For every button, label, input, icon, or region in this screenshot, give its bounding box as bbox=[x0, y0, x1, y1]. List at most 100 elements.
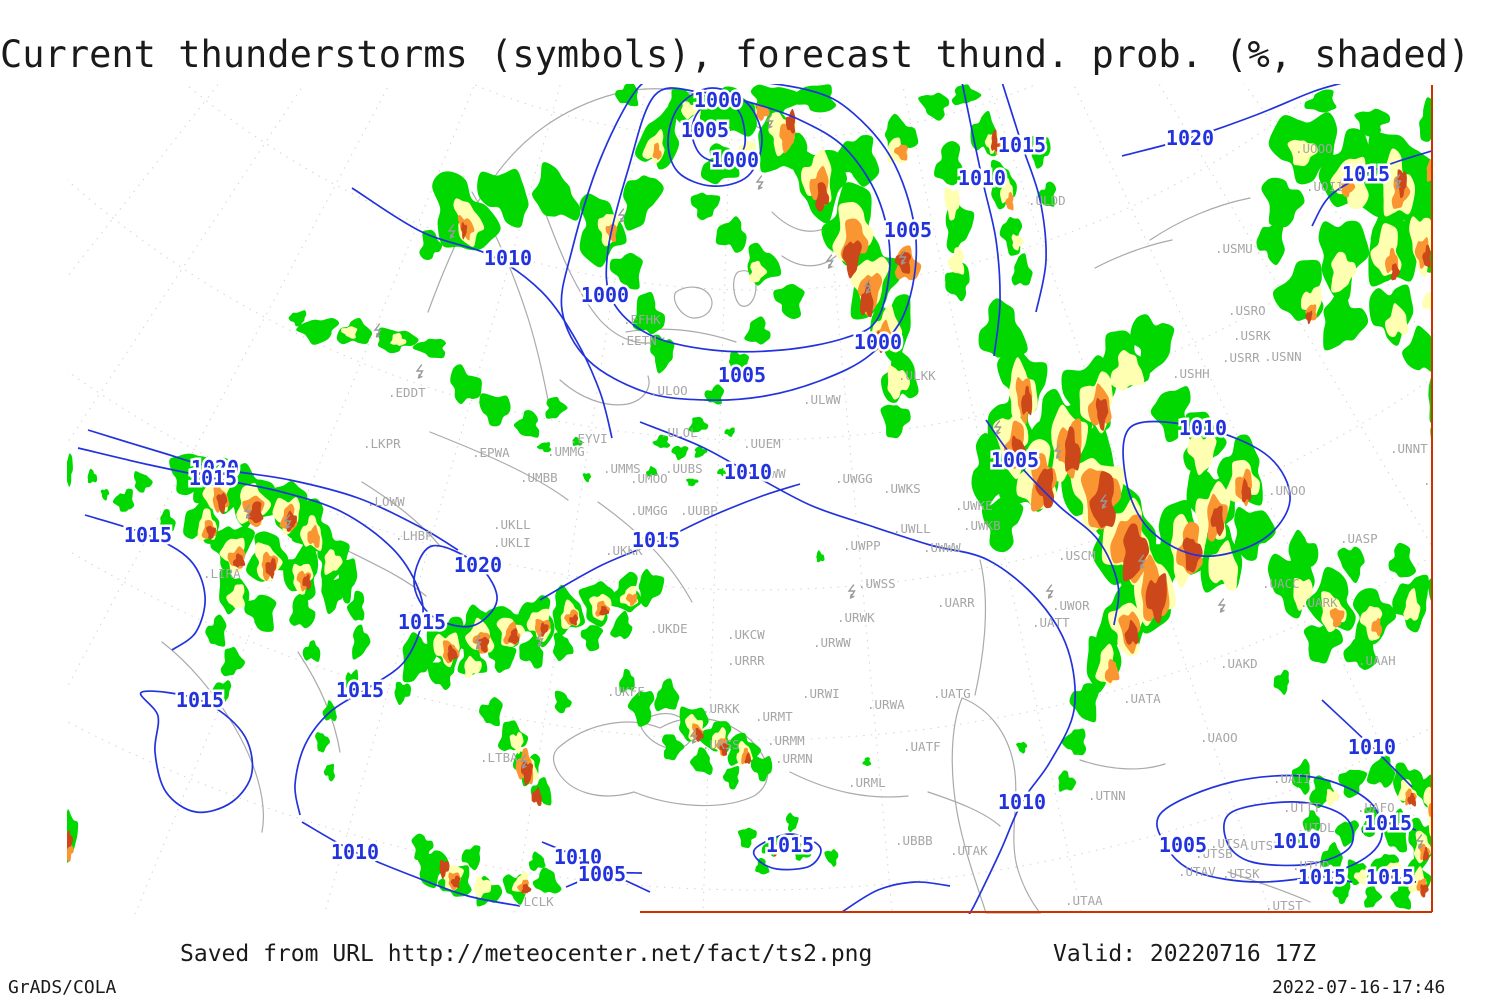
footer-grads-cola: GrADS/COLA bbox=[8, 977, 117, 998]
caption-source-url: Saved from URL http://meteocenter.net/fa… bbox=[180, 941, 873, 967]
isobar-value: 1015 bbox=[336, 678, 384, 702]
station-id: .URWK bbox=[837, 610, 875, 625]
isobar-value: 1015 bbox=[176, 688, 224, 712]
station-id: .UAKD bbox=[1220, 656, 1258, 671]
station-id: .UUEM bbox=[743, 436, 781, 451]
thunderstorm-icon bbox=[1393, 174, 1402, 189]
isobar-value: 1020 bbox=[191, 456, 239, 480]
station-id: .EETN bbox=[619, 333, 657, 348]
station-labels: .EFHK .EETN .ULOO .ULWW .ULKK .ULOL .UUEM .UMMS… bbox=[203, 141, 1461, 913]
isobar-value: 1000 bbox=[711, 148, 759, 172]
map-frame bbox=[640, 85, 1433, 913]
thunderstorm-icon bbox=[1137, 554, 1146, 569]
isobar-value: 1010 bbox=[554, 845, 602, 869]
station-id: .UKDE bbox=[650, 621, 688, 636]
isobar-value: 1020 bbox=[454, 553, 502, 577]
station-id: .USCM bbox=[1058, 548, 1096, 563]
thunderstorm-icon bbox=[1045, 584, 1054, 599]
station-id: .URMM bbox=[767, 733, 805, 748]
station-id: .UATA bbox=[1123, 691, 1161, 706]
isobar-value: 1015 bbox=[1342, 162, 1390, 186]
isobars bbox=[77, 84, 1433, 914]
isobar-value: 1015 bbox=[124, 523, 172, 547]
station-id: .UARK bbox=[1300, 595, 1338, 610]
station-id: .UWPP bbox=[843, 538, 881, 553]
station-id: .LCLK bbox=[516, 894, 554, 909]
station-id: .ULDD bbox=[1028, 193, 1066, 208]
station-id: .UMGG bbox=[630, 503, 668, 518]
isobar-value: 1010 bbox=[484, 246, 532, 270]
station-id: .UKFF bbox=[607, 684, 645, 699]
thunderstorm-icon bbox=[473, 635, 482, 650]
thunderstorm-icon bbox=[993, 420, 1002, 435]
thunderstorm-icon bbox=[689, 729, 698, 744]
station-id: .UNBB bbox=[1423, 473, 1461, 488]
station-id: .UTTT bbox=[1283, 800, 1321, 815]
station-id: .UOOO bbox=[1295, 141, 1333, 156]
thunderstorm-icon bbox=[825, 254, 834, 269]
station-id: .UAAH bbox=[1358, 653, 1396, 668]
station-id: .UBBB bbox=[895, 833, 933, 848]
station-id: .UTSA bbox=[1210, 836, 1248, 851]
station-id: .ULWW bbox=[803, 392, 841, 407]
footer-timestamp: 2022-07-16-17:46 bbox=[1272, 977, 1446, 998]
isobar-value: 1010 bbox=[331, 840, 379, 864]
isobar-value: 1015 bbox=[998, 133, 1046, 157]
station-id: .UTAV bbox=[1178, 864, 1216, 879]
thunderstorm-icon bbox=[617, 208, 626, 223]
station-id: .UWSS bbox=[858, 576, 896, 591]
isobar-value: 1005 bbox=[578, 862, 626, 886]
station-id: .UTAK bbox=[950, 843, 988, 858]
station-id: .ULOL bbox=[660, 425, 698, 440]
station-id: .USRR bbox=[1222, 350, 1260, 365]
station-id: .UWKB bbox=[963, 518, 1001, 533]
thunderstorm-icon bbox=[898, 250, 907, 265]
thunderstorm-icon bbox=[1099, 494, 1108, 509]
thunderstorm-icon bbox=[447, 224, 456, 239]
station-id: .UTDL bbox=[1297, 820, 1335, 835]
thunderstorm-symbols bbox=[243, 114, 1424, 849]
station-id: .UTAA bbox=[1065, 893, 1103, 908]
station-id: .UATG bbox=[933, 686, 971, 701]
station-id: .LHBP bbox=[395, 528, 433, 543]
station-id: .UWLL bbox=[893, 521, 931, 536]
station-id: .UUBP bbox=[680, 503, 718, 518]
station-id: .UWKS bbox=[883, 481, 921, 496]
station-id: .UTNN bbox=[1088, 788, 1126, 803]
station-id: .UKLL bbox=[493, 517, 531, 532]
thunderstorm-icon bbox=[283, 514, 292, 529]
station-id: .UMMG bbox=[547, 444, 585, 459]
station-id: .UARR bbox=[937, 595, 975, 610]
station-id: .LTBA bbox=[480, 750, 518, 765]
station-id: .UTDD bbox=[1292, 858, 1330, 873]
caption-valid-time: Valid: 20220716 17Z bbox=[1053, 941, 1317, 967]
station-id: .UKLI bbox=[493, 535, 531, 550]
isobar-value: 1000 bbox=[694, 88, 742, 112]
station-id: .ULKK bbox=[898, 368, 936, 383]
thunderstorm-icon bbox=[765, 114, 774, 129]
station-id: .URRR bbox=[727, 653, 765, 668]
thunderstorm-icon bbox=[415, 364, 424, 379]
thunderstorm-icon bbox=[755, 175, 764, 190]
isobar-value: 1015 bbox=[1366, 865, 1414, 889]
station-id: .UUBS bbox=[665, 461, 703, 476]
isobar-value: 1005 bbox=[718, 363, 766, 387]
station-id: .URML bbox=[848, 775, 886, 790]
station-id: .UUWW bbox=[748, 466, 786, 481]
station-id: .UAII bbox=[1273, 771, 1311, 786]
station-id: .UKCW bbox=[727, 627, 765, 642]
station-id: .URWI bbox=[802, 686, 840, 701]
station-id: .USHH bbox=[1172, 366, 1210, 381]
isobar-value: 1010 bbox=[1348, 735, 1396, 759]
station-id: .UATT bbox=[1032, 615, 1070, 630]
station-id: .ULOO bbox=[650, 383, 688, 398]
station-id: .UWGG bbox=[835, 471, 873, 486]
isobar-value: 1015 bbox=[766, 833, 814, 857]
station-id: .UACC bbox=[1262, 576, 1300, 591]
thunderstorm-icon bbox=[519, 754, 528, 769]
page-title: Current thunderstorms (symbols), forecas… bbox=[0, 33, 1471, 76]
station-id: .USRK bbox=[1233, 328, 1271, 343]
station-id: .UAOO bbox=[1200, 730, 1238, 745]
